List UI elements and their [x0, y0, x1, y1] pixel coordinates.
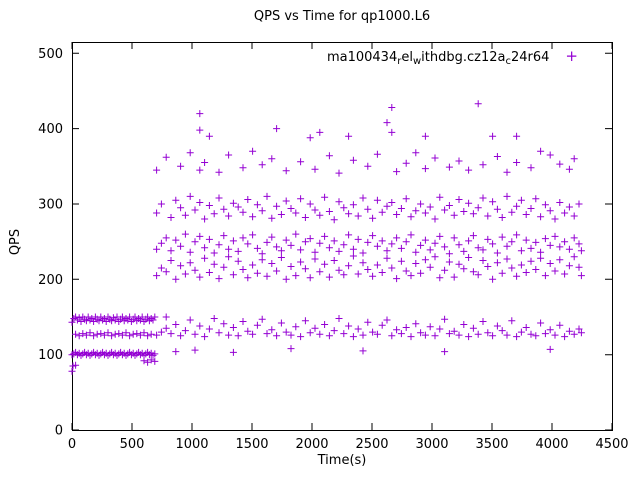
- tick-labels: 0 500 1000 1500 2000 2500 3000 3500 4000 4500 0 100…: [38, 47, 628, 452]
- chart-title: QPS vs Time for qp1000.L6: [253, 9, 431, 24]
- legend-label-text: 24r64: [510, 50, 550, 65]
- x-tick-label: 2500: [355, 437, 388, 452]
- legend-label-text: ithdbg.cz12a: [421, 50, 506, 65]
- legend-label-subscript: r: [397, 56, 402, 67]
- x-axis-label: Time(s): [317, 453, 367, 468]
- legend-label-text: el: [401, 50, 413, 65]
- y-tick-label: 500: [38, 47, 63, 62]
- legend-series-label: ma100434relwithdbg.cz12ac24r64: [326, 50, 550, 67]
- y-tick-label: 200: [38, 273, 63, 288]
- legend-label-subscript: c: [505, 56, 511, 67]
- x-tick-label: 1000: [175, 437, 208, 452]
- legend-label-text: ma100434: [326, 50, 398, 65]
- axis-ticks: [71, 42, 613, 431]
- x-tick-label: 500: [120, 437, 145, 452]
- x-tick-label: 1500: [235, 437, 268, 452]
- legend: ma100434relwithdbg.cz12ac24r64 +: [326, 47, 578, 68]
- x-tick-label: 3500: [475, 437, 508, 452]
- x-tick-label: 4000: [535, 437, 568, 452]
- y-tick-label: 400: [38, 122, 63, 137]
- x-tick-label: 0: [68, 437, 76, 452]
- y-tick-label: 0: [55, 424, 63, 439]
- plot-border: [72, 42, 613, 431]
- legend-plus-marker-icon: +: [565, 47, 578, 65]
- scatter-points: [68, 100, 585, 375]
- x-tick-label: 2000: [295, 437, 328, 452]
- y-tick-label: 300: [38, 198, 63, 213]
- legend-label-subscript: w: [412, 56, 422, 67]
- x-tick-label: 3000: [415, 437, 448, 452]
- x-tick-label: 4500: [595, 437, 628, 452]
- y-tick-label: 100: [38, 348, 63, 363]
